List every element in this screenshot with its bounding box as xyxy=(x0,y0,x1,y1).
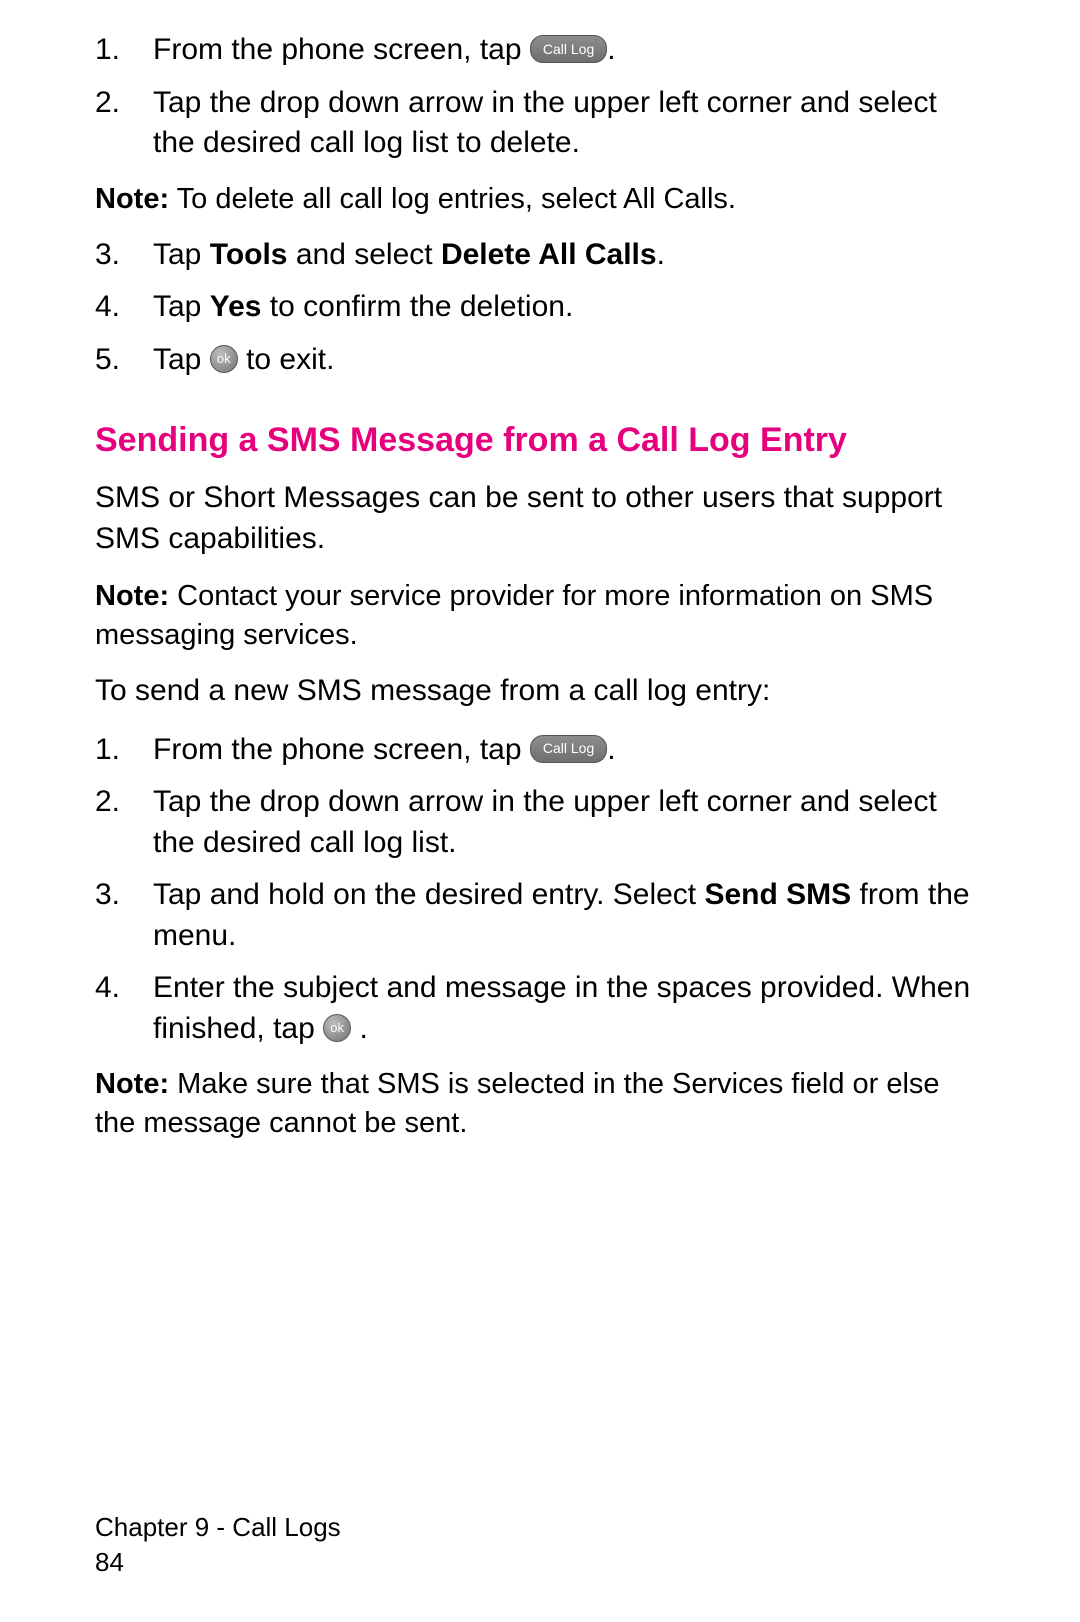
step-text: Tap Yes to confirm the deletion. xyxy=(153,287,985,328)
step-text: Tap the drop down arrow in the upper lef… xyxy=(153,83,985,164)
call-log-icon: Call Log xyxy=(530,735,607,763)
step-number: 2. xyxy=(95,83,153,124)
note-text: Note: Contact your service provider for … xyxy=(95,577,985,655)
step-number: 2. xyxy=(95,782,153,823)
section-heading: Sending a SMS Message from a Call Log En… xyxy=(95,418,985,464)
step-text: Tap ok to exit. xyxy=(153,340,985,381)
step-number: 1. xyxy=(95,30,153,71)
document-page: 1. From the phone screen, tap Call Log. … xyxy=(0,0,1080,1180)
page-number: 84 xyxy=(95,1545,341,1580)
ok-icon: ok xyxy=(323,1014,351,1042)
step-number: 5. xyxy=(95,340,153,381)
note-text: Note: Make sure that SMS is selected in … xyxy=(95,1065,985,1143)
ok-icon: ok xyxy=(210,345,238,373)
list-item: 1. From the phone screen, tap Call Log. xyxy=(95,730,985,771)
step-text: Tap and hold on the desired entry. Selec… xyxy=(153,875,985,956)
list-item: 4. Enter the subject and message in the … xyxy=(95,968,985,1049)
step-list-2: 1. From the phone screen, tap Call Log. … xyxy=(95,730,985,1050)
step-list-1: 1. From the phone screen, tap Call Log. … xyxy=(95,30,985,164)
step-text: Enter the subject and message in the spa… xyxy=(153,968,985,1049)
list-item: 3. Tap and hold on the desired entry. Se… xyxy=(95,875,985,956)
list-item: 3. Tap Tools and select Delete All Calls… xyxy=(95,235,985,276)
step-number: 4. xyxy=(95,287,153,328)
body-text: SMS or Short Messages can be sent to oth… xyxy=(95,478,985,559)
step-list-1b: 3. Tap Tools and select Delete All Calls… xyxy=(95,235,985,381)
step-number: 1. xyxy=(95,730,153,771)
step-number: 3. xyxy=(95,875,153,916)
note-text: Note: To delete all call log entries, se… xyxy=(95,180,985,219)
body-text: To send a new SMS message from a call lo… xyxy=(95,671,985,712)
step-text: From the phone screen, tap Call Log. xyxy=(153,30,985,71)
call-log-icon: Call Log xyxy=(530,35,607,63)
page-footer: Chapter 9 - Call Logs 84 xyxy=(95,1510,341,1580)
list-item: 1. From the phone screen, tap Call Log. xyxy=(95,30,985,71)
step-number: 3. xyxy=(95,235,153,276)
list-item: 2. Tap the drop down arrow in the upper … xyxy=(95,83,985,164)
step-text: Tap Tools and select Delete All Calls. xyxy=(153,235,985,276)
step-number: 4. xyxy=(95,968,153,1009)
chapter-label: Chapter 9 - Call Logs xyxy=(95,1510,341,1545)
list-item: 5. Tap ok to exit. xyxy=(95,340,985,381)
list-item: 2. Tap the drop down arrow in the upper … xyxy=(95,782,985,863)
list-item: 4. Tap Yes to confirm the deletion. xyxy=(95,287,985,328)
step-text: Tap the drop down arrow in the upper lef… xyxy=(153,782,985,863)
step-text: From the phone screen, tap Call Log. xyxy=(153,730,985,771)
